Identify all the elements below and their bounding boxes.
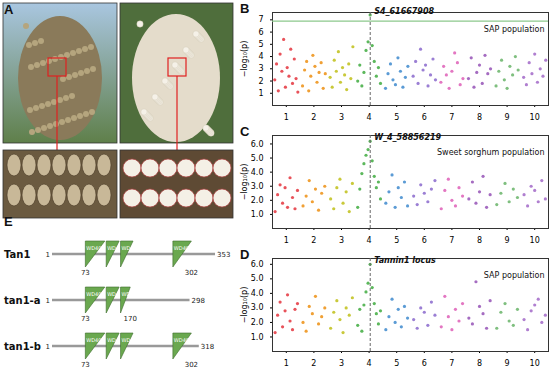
svg-text:8: 8 xyxy=(477,359,482,368)
svg-text:302: 302 xyxy=(185,269,198,277)
svg-text:Tannin1 locus: Tannin1 locus xyxy=(374,256,436,265)
svg-text:4.0: 4.0 xyxy=(251,168,264,177)
svg-text:7: 7 xyxy=(449,359,454,368)
svg-text:73: 73 xyxy=(81,361,90,369)
svg-text:−log₁₀(p): −log₁₀(p) xyxy=(240,41,249,78)
svg-text:2: 2 xyxy=(311,359,316,368)
svg-text:8: 8 xyxy=(477,113,482,122)
svg-text:8: 8 xyxy=(477,236,482,245)
svg-text:302: 302 xyxy=(185,361,198,369)
svg-text:WD40: WD40 xyxy=(107,337,122,343)
svg-text:5: 5 xyxy=(258,40,263,49)
svg-text:5: 5 xyxy=(394,359,399,368)
svg-text:5: 5 xyxy=(394,236,399,245)
svg-text:WD40: WD40 xyxy=(122,337,137,343)
svg-text:7: 7 xyxy=(449,113,454,122)
svg-text:WD40: WD40 xyxy=(122,291,137,297)
svg-text:10: 10 xyxy=(530,236,540,245)
svg-text:1: 1 xyxy=(284,113,289,122)
svg-text:5.0: 5.0 xyxy=(251,274,264,283)
svg-text:WD40: WD40 xyxy=(86,245,101,251)
svg-text:4.0: 4.0 xyxy=(251,289,264,298)
svg-text:WD40: WD40 xyxy=(174,245,189,251)
svg-text:tan1-b: tan1-b xyxy=(4,341,41,352)
svg-text:5: 5 xyxy=(394,113,399,122)
svg-text:1: 1 xyxy=(284,359,289,368)
svg-text:298: 298 xyxy=(192,297,205,305)
svg-text:9: 9 xyxy=(505,236,510,245)
svg-text:WD40: WD40 xyxy=(107,245,122,251)
svg-text:6.0: 6.0 xyxy=(251,260,264,269)
svg-text:3: 3 xyxy=(339,113,344,122)
svg-text:10: 10 xyxy=(530,359,540,368)
svg-text:W_4_58856219: W_4_58856219 xyxy=(374,133,441,142)
svg-text:3: 3 xyxy=(339,359,344,368)
svg-text:1: 1 xyxy=(46,251,50,259)
svg-text:−log₁₀(p): −log₁₀(p) xyxy=(240,164,249,201)
svg-text:5.0: 5.0 xyxy=(251,154,264,163)
svg-text:73: 73 xyxy=(81,269,90,277)
html-text:A: A xyxy=(4,2,14,17)
svg-text:2: 2 xyxy=(311,236,316,245)
svg-text:SAP population: SAP population xyxy=(484,271,545,280)
svg-text:2.0: 2.0 xyxy=(251,196,264,205)
html-text:C: C xyxy=(240,124,250,139)
svg-text:WD40: WD40 xyxy=(107,291,122,297)
svg-text:SAP population: SAP population xyxy=(484,25,545,34)
svg-text:6: 6 xyxy=(422,113,427,122)
svg-text:73: 73 xyxy=(81,315,90,323)
svg-text:1: 1 xyxy=(46,343,50,351)
svg-text:7: 7 xyxy=(449,236,454,245)
svg-text:2: 2 xyxy=(311,113,316,122)
svg-text:Sweet sorghum population: Sweet sorghum population xyxy=(437,148,544,157)
html-text:E: E xyxy=(4,214,13,229)
svg-text:WD40: WD40 xyxy=(86,337,101,343)
svg-text:4: 4 xyxy=(367,236,372,245)
svg-text:4: 4 xyxy=(258,52,263,61)
svg-text:353: 353 xyxy=(217,251,230,259)
svg-text:2: 2 xyxy=(258,77,263,86)
svg-text:3.0: 3.0 xyxy=(251,182,264,191)
svg-text:6: 6 xyxy=(422,236,427,245)
svg-text:Tan1: Tan1 xyxy=(4,249,30,260)
svg-text:6.0: 6.0 xyxy=(251,140,264,149)
svg-text:WD40: WD40 xyxy=(174,337,189,343)
svg-text:10: 10 xyxy=(530,113,540,122)
svg-text:WD40: WD40 xyxy=(122,245,137,251)
svg-text:4: 4 xyxy=(367,113,372,122)
svg-text:1: 1 xyxy=(284,236,289,245)
svg-text:170: 170 xyxy=(124,315,137,323)
svg-text:1: 1 xyxy=(46,297,50,305)
svg-text:9: 9 xyxy=(505,359,510,368)
svg-text:2.0: 2.0 xyxy=(251,318,264,327)
svg-text:6: 6 xyxy=(258,28,263,37)
svg-text:1: 1 xyxy=(258,89,263,98)
svg-text:WD40: WD40 xyxy=(86,291,101,297)
svg-text:7: 7 xyxy=(258,15,263,24)
svg-text:3: 3 xyxy=(339,236,344,245)
svg-text:−log₁₀(p): −log₁₀(p) xyxy=(240,287,249,324)
svg-text:9: 9 xyxy=(505,113,510,122)
svg-text:6: 6 xyxy=(422,359,427,368)
svg-text:1.0: 1.0 xyxy=(251,333,264,342)
svg-text:tan1-a: tan1-a xyxy=(4,295,41,306)
svg-text:4: 4 xyxy=(367,359,372,368)
svg-text:1.0: 1.0 xyxy=(251,210,264,219)
svg-text:3: 3 xyxy=(258,64,263,73)
svg-text:3.0: 3.0 xyxy=(251,303,264,312)
html-text:D: D xyxy=(240,247,250,262)
svg-text:S4_61667908: S4_61667908 xyxy=(374,7,434,16)
html-text:B: B xyxy=(240,1,250,16)
svg-text:318: 318 xyxy=(201,343,214,351)
